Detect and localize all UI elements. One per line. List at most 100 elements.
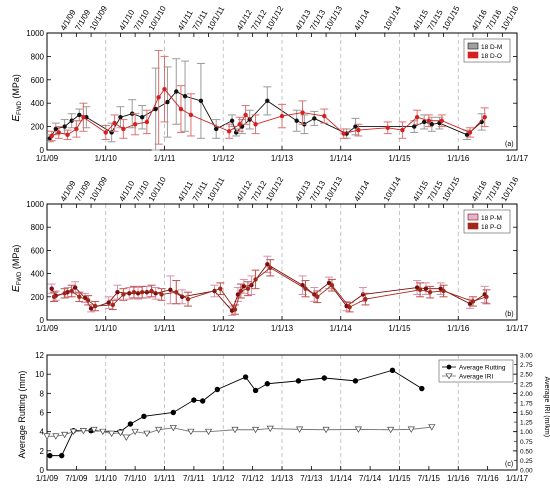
data-point [347,305,352,310]
data-point [414,115,420,120]
data-point [127,421,134,427]
x-tick-label: 7/1/15 [418,474,441,483]
x-tick-label: 1/1/10 [95,154,118,163]
y-axis-label-unit: (MPa) [11,245,21,272]
top-date-label: 10/1/09 [88,4,109,32]
y2-tick-label: 1.75 [520,400,533,407]
x-tick-label: 1/1/10 [95,474,118,483]
data-point [441,288,446,294]
data-point [165,99,170,105]
y-axis-label: Average Rutting (mm) [17,371,27,459]
data-point [131,428,139,436]
legend-label: 18 D-M [481,44,502,51]
y-axis-label: EFWD (MPa) [11,74,23,121]
top-date-label: 10/1/14 [382,175,403,203]
top-date-label: 10/1/14 [382,4,403,32]
y-tick-label: 8 [40,389,45,398]
data-point [428,424,436,431]
data-point [88,306,94,311]
data-point [155,426,163,434]
legend: 18 P-M 18 P-O [463,209,511,234]
data-point [279,113,285,119]
data-point [218,286,223,291]
y-axis-label-main: E [11,115,22,122]
data-point [321,375,327,381]
top-date-label: 10/1/15 [441,4,462,32]
top-date-label: 10/1/16 [499,4,520,32]
panel-label: (b) [505,311,514,318]
data-point [99,428,107,436]
data-point [241,284,247,289]
top-date-label: 10/1/13 [323,175,344,203]
x-tick-label: 7/1/16 [477,474,500,483]
x-tick-label: 7/1/09 [65,474,88,483]
y-tick-label: 0 [40,466,45,475]
top-date-label: 10/1/13 [323,4,344,32]
x-tick-label: 1/1/09 [36,154,59,163]
data-point [139,289,145,295]
top-date-label: 10/1/11 [206,175,227,203]
data-point [47,452,53,459]
data-point [389,367,396,374]
data-point [421,119,427,125]
legend-label: 18 P-O [481,224,502,231]
panel-c: 0 2 4 6 8 10 12 1/1/09 7/1/09 1/1/10 7/1/10 1/1/11 7… [17,351,550,483]
y-tick-label: 400 [31,99,45,108]
data-point [169,424,177,432]
data-point [387,426,395,434]
legend-label: 18 D-O [481,53,502,60]
y-tick-label: 800 [31,52,45,61]
data-point [251,426,260,434]
x-tick-label: 1/1/15 [388,324,411,333]
data-point [214,386,221,393]
data-point [58,452,65,459]
data-point [238,288,244,294]
data-point [51,294,57,299]
series-line [51,88,486,137]
data-point [427,289,433,295]
data-point [139,115,145,120]
y-tick-label: 12 [35,351,44,360]
data-point [81,115,86,120]
series-18-d-m [45,58,486,151]
x-tick-label: 1/1/10 [95,324,118,333]
data-point [247,117,252,122]
legend-swatch [467,51,479,59]
x-tick-label: 1/1/13 [271,324,294,333]
data-point [182,93,188,99]
data-point [103,130,108,135]
data-point [65,132,70,137]
data-point [56,130,61,135]
data-point [438,286,443,291]
data-point [92,303,98,309]
data-point [242,374,249,380]
data-point [341,131,346,136]
data-point [191,397,197,403]
data-point [131,289,137,295]
data-point [108,430,116,438]
data-point [77,294,82,299]
y-axis-label-unit: (MPa) [11,74,21,101]
x-tick-label: 7/1/13 [300,474,323,483]
data-point [253,277,258,282]
data-point [69,428,78,436]
panel-a: 0 200 400 600 800 1000 1/1/09 1/1/10 1/1/11 1/1/1… [11,4,529,163]
data-point [144,119,150,125]
data-point [69,118,74,123]
data-point [174,89,179,94]
data-point [426,118,432,123]
y-axis-label-main: E [11,285,22,292]
data-point [170,409,177,416]
y-axis-label-sub: FWD [17,271,23,285]
x-tick-label: 1/1/14 [330,154,353,163]
data-point [187,428,195,436]
data-point [118,115,123,120]
data-point [85,298,91,303]
data-point [322,426,330,434]
data-point [168,287,173,293]
x-tick-label: 1/1/12 [212,154,235,163]
data-point [178,106,184,112]
data-point [417,287,423,293]
data-point [385,125,390,130]
data-point [121,292,126,297]
